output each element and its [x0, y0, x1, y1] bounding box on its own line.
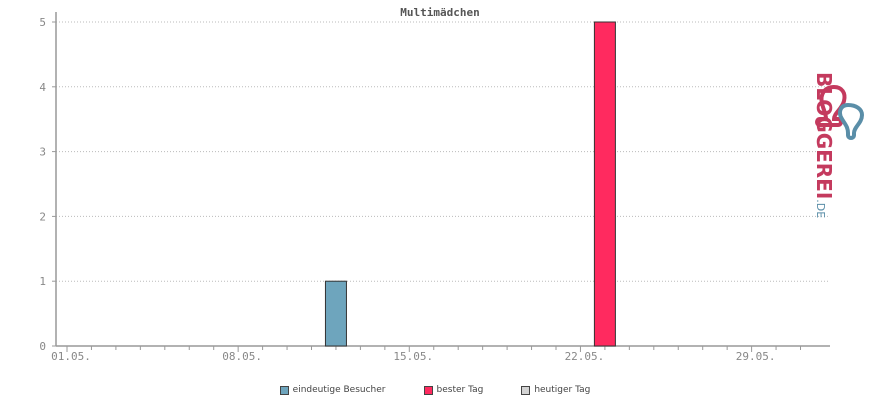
- legend: eindeutige Besucher bester Tag heutiger …: [0, 385, 870, 395]
- bars: [324, 21, 616, 347]
- x-tick-label: 29.05.: [736, 350, 776, 363]
- y-tick-label: 5: [39, 16, 46, 29]
- legend-swatch: [423, 385, 433, 395]
- legend-swatch: [279, 385, 289, 395]
- logo-suffix: .DE: [814, 199, 827, 219]
- y-tick-label: 3: [39, 146, 46, 159]
- legend-item-today: heutiger Tag: [521, 385, 590, 395]
- x-tick-label: 15.05.: [393, 350, 433, 363]
- y-tick-label: 1: [39, 275, 46, 288]
- x-tick-label: 22.05.: [565, 350, 605, 363]
- logo-wordmark: BLOGGEREI: [812, 72, 836, 200]
- y-tick-label: 0: [39, 340, 46, 353]
- tick-labels: 0 1 2 3 4 5 01.05. 08.05. 15.05. 22.05. 29.05.: [39, 16, 775, 363]
- legend-label: eindeutige Besucher: [292, 385, 386, 395]
- legend-label: heutiger Tag: [534, 385, 591, 395]
- bar: [324, 280, 347, 347]
- x-tick-label: 08.05.: [222, 350, 262, 363]
- x-tick-label: 01.05.: [51, 350, 91, 363]
- y-tick-label: 4: [39, 81, 46, 94]
- bloggerei-logo-icon: [815, 84, 865, 140]
- legend-label: bester Tag: [436, 385, 484, 395]
- bloggerei-logo-text: BLOGGEREI.DE: [812, 72, 836, 218]
- chart-title: Multimädchen: [400, 6, 479, 19]
- gridlines: [56, 21, 830, 282]
- y-tick-label: 2: [39, 210, 46, 223]
- legend-swatch: [521, 385, 531, 395]
- bar: [593, 21, 616, 347]
- legend-item-unique-visitors: eindeutige Besucher: [279, 385, 386, 395]
- legend-item-best-day: bester Tag: [423, 385, 484, 395]
- axes: [52, 12, 830, 352]
